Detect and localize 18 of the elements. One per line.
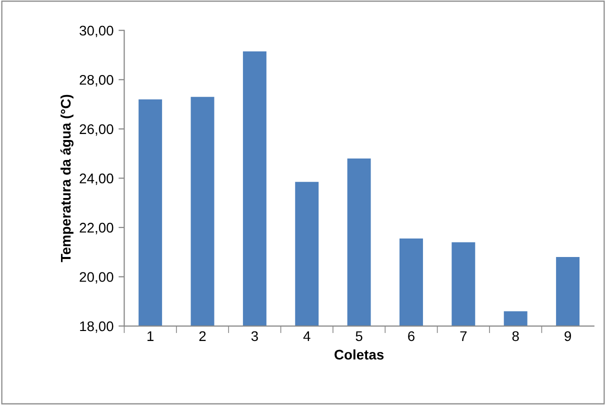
y-tick-label: 28,00 xyxy=(80,74,114,86)
y-tick-label: 18,00 xyxy=(80,321,114,333)
x-axis-title: Coletas xyxy=(334,349,384,360)
x-tick-label: 7 xyxy=(460,331,467,341)
y-axis-title: Temperatura da água (°C) xyxy=(60,94,74,262)
y-tick-label: 30,00 xyxy=(80,26,114,38)
x-tick-label: 5 xyxy=(356,331,362,342)
x-tick-label: 4 xyxy=(303,331,310,341)
y-tick-label: 24,00 xyxy=(80,174,114,186)
x-tick-label: 1 xyxy=(148,331,154,341)
x-tick-label: 9 xyxy=(564,331,571,342)
x-tick-label: 2 xyxy=(199,331,206,341)
x-tick-label: 6 xyxy=(408,331,414,342)
x-tick-label: 8 xyxy=(512,331,519,342)
y-tick-label: 26,00 xyxy=(80,124,114,136)
x-tick-label: 3 xyxy=(251,331,258,342)
y-tick-label: 22,00 xyxy=(80,222,114,234)
y-tick-label: 20,00 xyxy=(80,272,114,284)
